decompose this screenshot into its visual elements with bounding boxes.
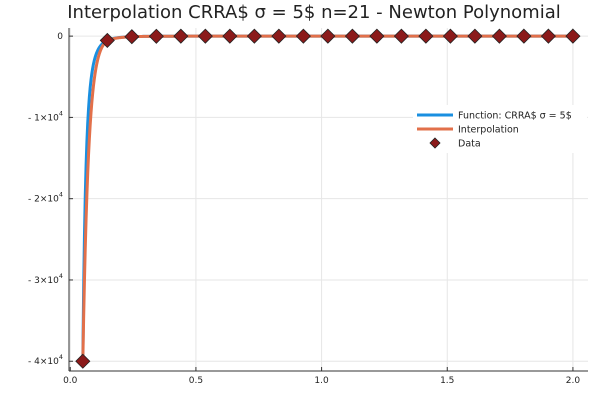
- axes: [68, 28, 588, 372]
- legend-swatch-diamond: [429, 137, 441, 149]
- data-point: [516, 28, 532, 44]
- y-tick-label: - 3×104: [28, 272, 63, 286]
- data-point: [173, 28, 189, 44]
- y-tick-label-exponent: 4: [59, 272, 63, 280]
- y-tick-label-exponent: 4: [59, 353, 63, 361]
- x-axis-ticks: 0.0 0.5 1.0 1.5 2.0: [63, 367, 580, 386]
- chart-title: Interpolation CRRA$ σ = 5$ n=21 - Newton…: [67, 2, 560, 23]
- x-tick-label: 0.5: [189, 376, 203, 386]
- y-tick-label-base: - 4×10: [28, 357, 59, 367]
- y-tick-label-exponent: 4: [59, 191, 63, 199]
- data-markers: [75, 28, 581, 369]
- y-axis-ticks: 0- 1×104- 2×104- 3×104- 4×104: [28, 32, 73, 367]
- x-tick-label: 2.0: [566, 376, 581, 386]
- data-point: [295, 28, 311, 44]
- data-point: [393, 28, 409, 44]
- legend-label: Function: CRRA$ σ = 5$: [458, 111, 572, 122]
- x-tick-label: 0.0: [63, 376, 78, 386]
- data-point: [540, 28, 556, 44]
- data-point: [467, 28, 483, 44]
- legend: Function: CRRA$ σ = 5$ Interpolation Data: [413, 105, 587, 153]
- y-tick-label-base: - 2×10: [28, 195, 59, 205]
- y-tick-label-exponent: 4: [59, 109, 63, 117]
- legend-label: Data: [458, 139, 481, 150]
- data-point: [148, 28, 164, 44]
- data-point: [222, 28, 238, 44]
- data-point: [197, 28, 213, 44]
- y-tick-label: 0: [57, 32, 63, 42]
- data-point: [75, 353, 91, 369]
- y-tick-label: - 4×104: [28, 353, 63, 367]
- y-tick-label: - 1×104: [28, 109, 63, 123]
- data-point: [320, 28, 336, 44]
- grid: [69, 28, 588, 371]
- y-tick-label-base: 0: [57, 32, 63, 42]
- data-point: [491, 28, 507, 44]
- data-point: [99, 32, 115, 48]
- data-point: [344, 28, 360, 44]
- x-tick-label: 1.5: [440, 376, 454, 386]
- data-point: [246, 28, 262, 44]
- x-tick-label: 1.0: [314, 376, 329, 386]
- y-tick-label-base: - 1×10: [28, 113, 59, 123]
- data-point: [442, 28, 458, 44]
- data-point: [271, 28, 287, 44]
- legend-label: Interpolation: [458, 125, 519, 136]
- data-point: [418, 28, 434, 44]
- data-point: [369, 28, 385, 44]
- y-tick-label: - 2×104: [28, 191, 63, 205]
- data-point: [124, 29, 140, 45]
- data-point: [565, 28, 581, 44]
- y-tick-label-base: - 3×10: [28, 276, 59, 286]
